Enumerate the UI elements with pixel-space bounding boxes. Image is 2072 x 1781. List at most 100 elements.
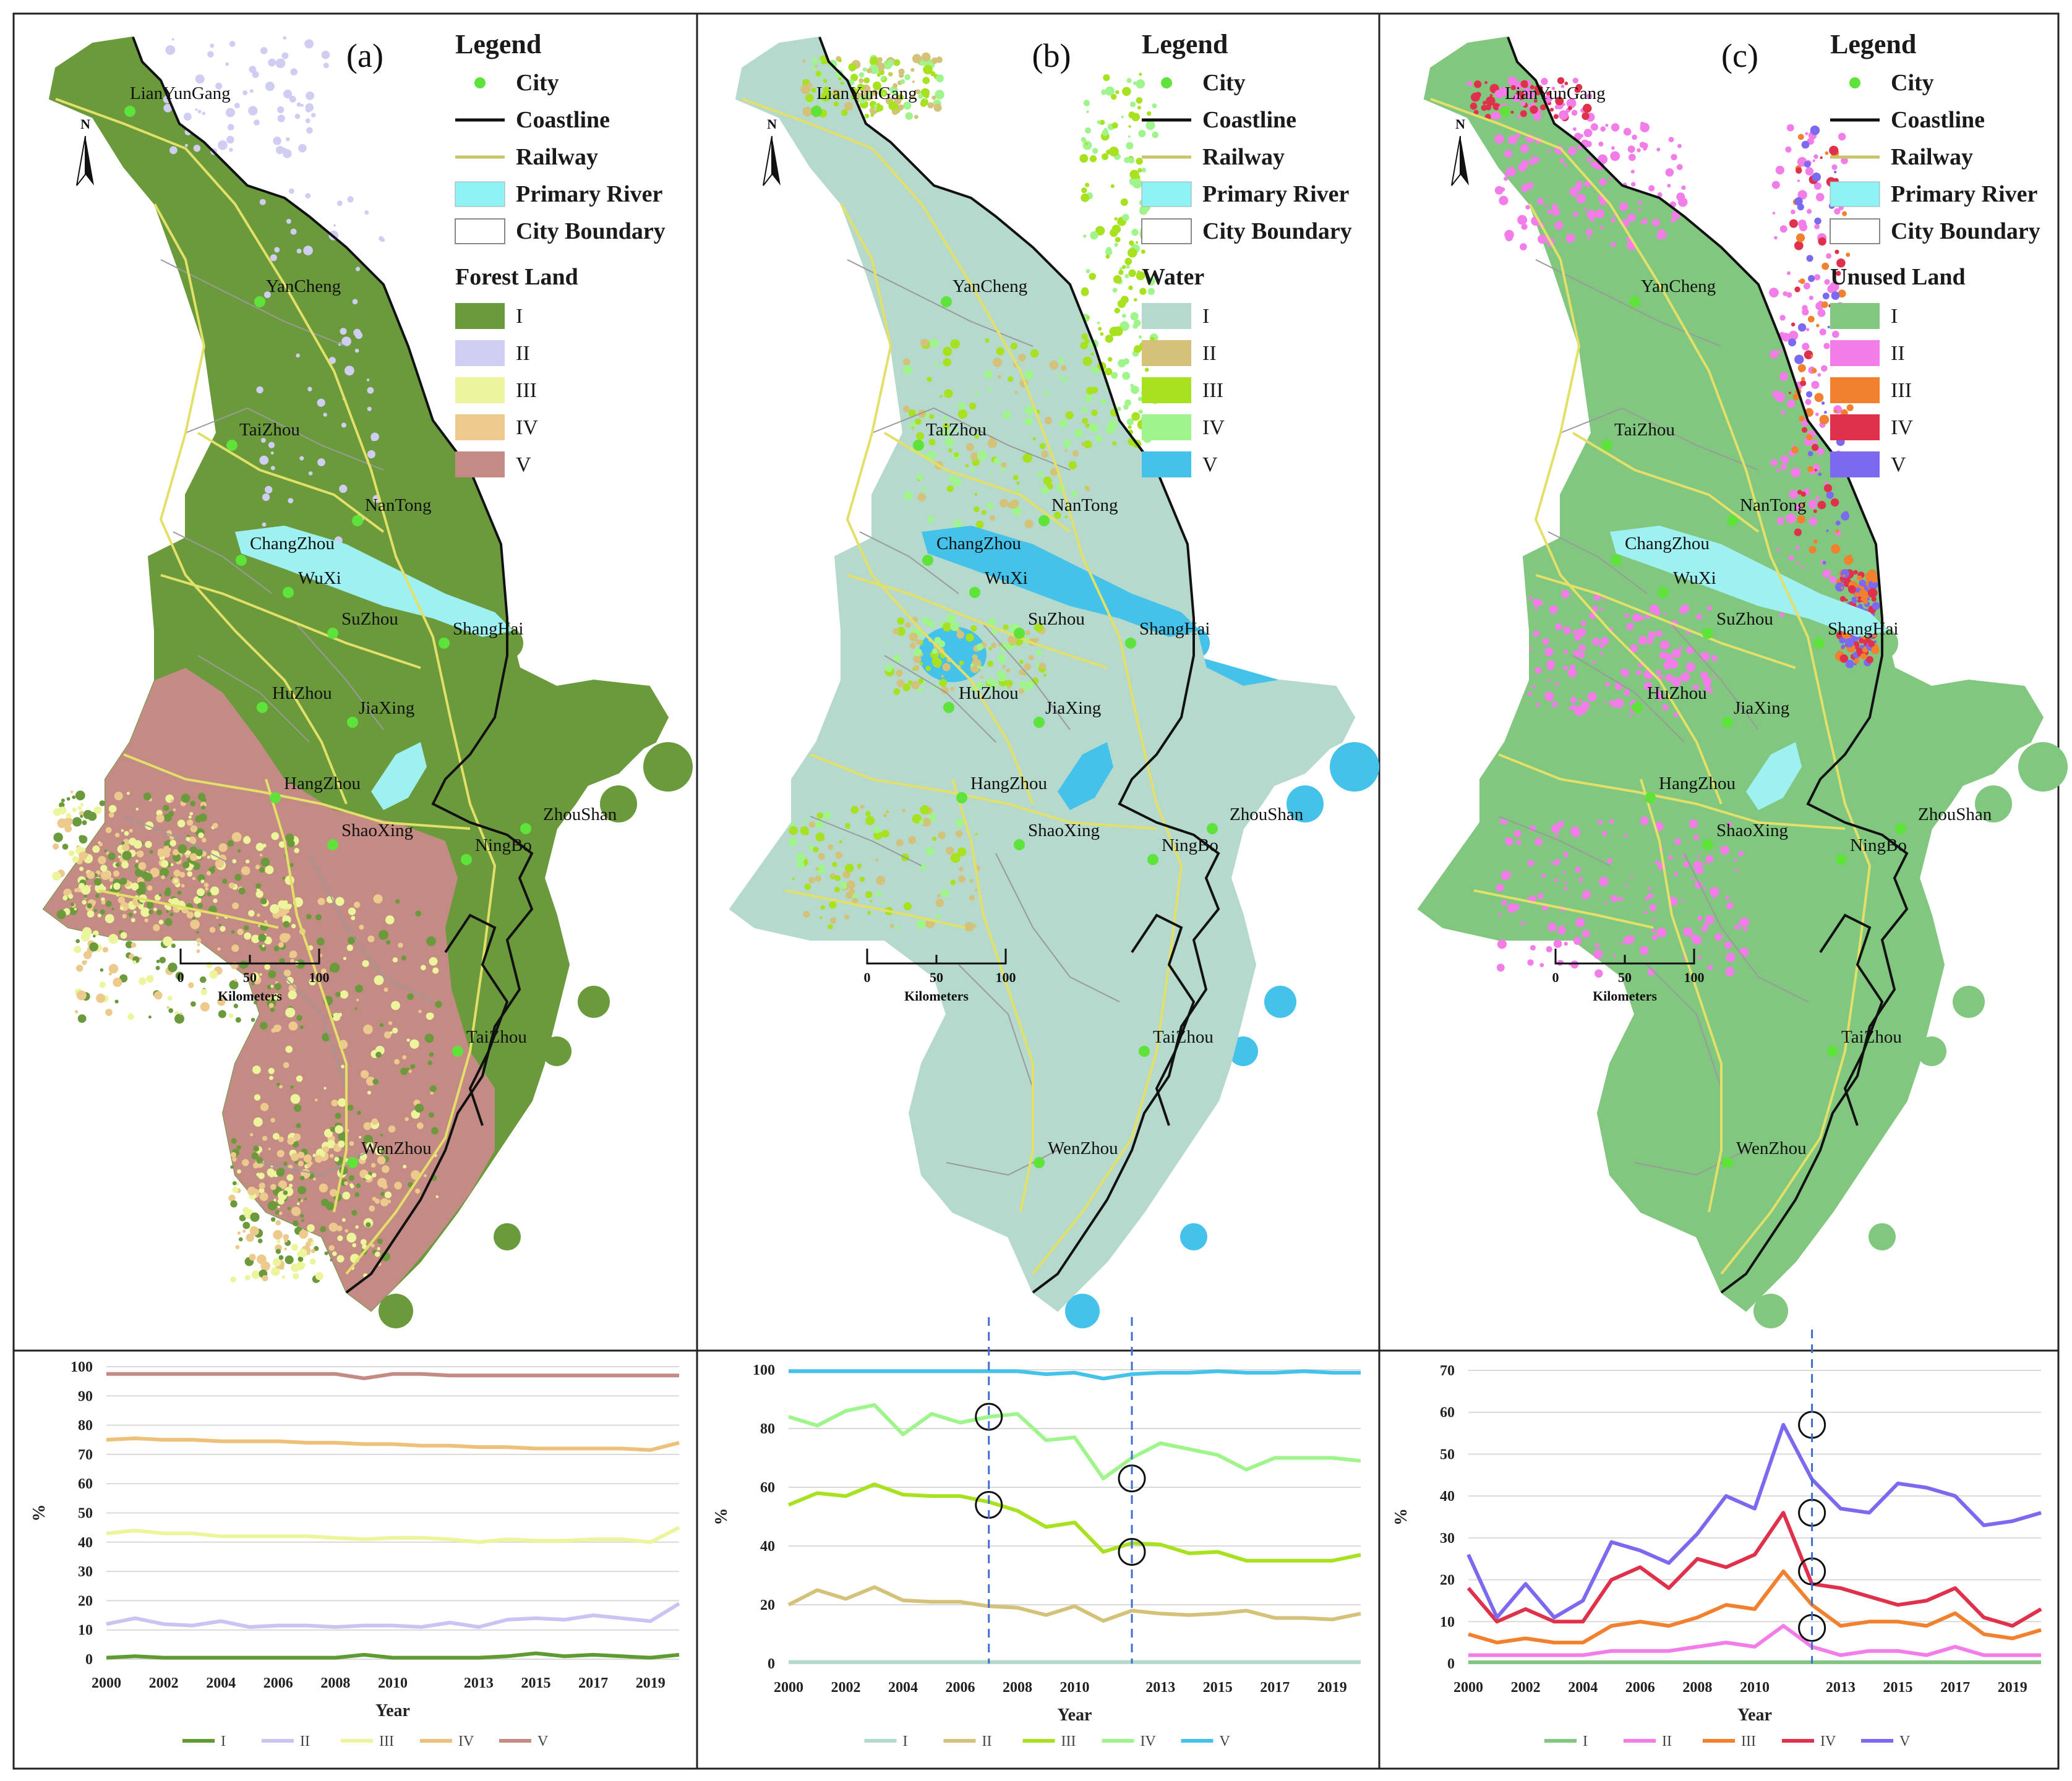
land-cover-patch [260, 47, 268, 54]
land-cover-patch [1575, 181, 1583, 189]
land-cover-patch [185, 854, 189, 858]
land-cover-patch [1000, 467, 1005, 472]
land-cover-patch [1486, 96, 1496, 106]
land-cover-patch [285, 1046, 293, 1053]
land-cover-patch [1585, 229, 1593, 236]
land-cover-patch [1580, 134, 1583, 138]
land-cover-patch [284, 908, 289, 914]
land-cover-patch [1563, 852, 1569, 858]
land-cover-patch [1870, 636, 1873, 639]
land-cover-patch [71, 902, 74, 907]
legend-label: I [903, 1733, 908, 1749]
land-cover-patch [1623, 689, 1630, 696]
land-cover-patch [1533, 99, 1538, 103]
land-cover-patch [1786, 292, 1792, 298]
land-cover-patch [1824, 279, 1830, 285]
land-cover-patch [957, 402, 965, 410]
series-line-III [106, 1526, 680, 1544]
land-cover-patch [315, 1272, 323, 1280]
land-cover-patch [974, 506, 980, 513]
land-cover-patch [899, 72, 904, 79]
legend-boundary-swatch [1830, 218, 1880, 244]
x-tick-label: 2002 [149, 1675, 179, 1691]
land-cover-patch [1095, 435, 1103, 442]
hangzhou-bay-river [1746, 742, 1802, 810]
y-tick-label: 60 [760, 1480, 775, 1496]
city-boundary-line [983, 624, 1071, 730]
land-cover-patch [1604, 901, 1608, 904]
land-cover-patch [1574, 707, 1584, 716]
land-cover-patch [1577, 628, 1586, 637]
x-tick-label: 2002 [831, 1680, 861, 1696]
city-boundary-line [847, 259, 1034, 347]
land-cover-patch [924, 98, 927, 101]
land-cover-patch [77, 1014, 87, 1023]
land-cover-patch [902, 808, 906, 813]
land-cover-patch [1022, 453, 1033, 463]
land-cover-patch [251, 1270, 260, 1279]
land-cover-patch [1648, 631, 1656, 639]
land-cover-patch [844, 101, 853, 111]
city-marker [1722, 1157, 1733, 1168]
land-cover-patch [385, 915, 395, 925]
land-cover-patch [283, 1234, 289, 1241]
land-cover-patch [1671, 677, 1682, 687]
land-cover-patch [249, 89, 254, 93]
panel-tag: (a) [346, 37, 383, 74]
land-cover-patch [1006, 668, 1011, 673]
railway-line [883, 432, 1071, 533]
land-cover-patch [163, 813, 172, 822]
land-cover-patch [296, 353, 301, 358]
x-tick-label: 2017 [1940, 1680, 1970, 1696]
city-marker [1632, 702, 1643, 713]
land-cover-patch [1674, 838, 1681, 845]
land-cover-patch [278, 1211, 283, 1215]
land-cover-patch [1071, 491, 1077, 498]
land-cover-patch [934, 362, 938, 365]
land-cover-patch [1593, 594, 1601, 601]
land-cover-patch [1866, 656, 1873, 664]
land-cover-patch [283, 900, 288, 905]
legend-item-label: Railway [1202, 144, 1285, 170]
land-cover-patch [372, 1078, 379, 1085]
land-cover-patch [66, 813, 72, 819]
land-cover-patch [1796, 562, 1800, 565]
land-cover-patch [1117, 299, 1126, 309]
land-cover-patch [250, 1212, 260, 1222]
railway-line [98, 889, 279, 929]
land-cover-patch [1147, 111, 1152, 116]
land-cover-patch [1500, 87, 1508, 95]
land-cover-patch [274, 983, 282, 991]
land-cover-patch [202, 837, 207, 843]
land-cover-patch [997, 375, 1001, 379]
land-cover-patch [1084, 127, 1092, 134]
land-cover-patch [75, 790, 85, 801]
land-cover-patch [271, 1266, 280, 1276]
land-cover-patch [887, 59, 894, 67]
land-cover-patch [1081, 193, 1090, 202]
land-cover-patch [188, 815, 192, 819]
land-cover-patch [894, 926, 899, 929]
land-cover-patch [231, 944, 239, 952]
map-panel-3: LianYunGangYanChengTaiZhouNanTongChangZh… [1417, 29, 2068, 1328]
land-cover-patch [372, 1172, 377, 1178]
land-cover-patch [101, 897, 105, 902]
land-cover-patch [1725, 967, 1735, 976]
land-cover-patch [1803, 283, 1810, 289]
land-cover-patch [877, 57, 883, 62]
land-cover-patch [1799, 416, 1805, 422]
land-cover-patch [1867, 569, 1877, 579]
legend-item-label: Coastline [1202, 107, 1296, 133]
land-cover-patch [1115, 237, 1121, 243]
land-cover-patch [1074, 429, 1084, 438]
land-cover-patch [1841, 586, 1844, 589]
land-cover-patch [946, 485, 954, 492]
land-cover-patch [70, 850, 75, 856]
land-cover-patch [330, 1126, 336, 1132]
land-cover-patch [1114, 307, 1120, 314]
legend-item-label: City [516, 70, 559, 96]
land-cover-patch [290, 228, 297, 235]
land-cover-patch [279, 958, 285, 964]
city-marker [347, 1157, 358, 1168]
land-cover-patch [262, 844, 267, 848]
